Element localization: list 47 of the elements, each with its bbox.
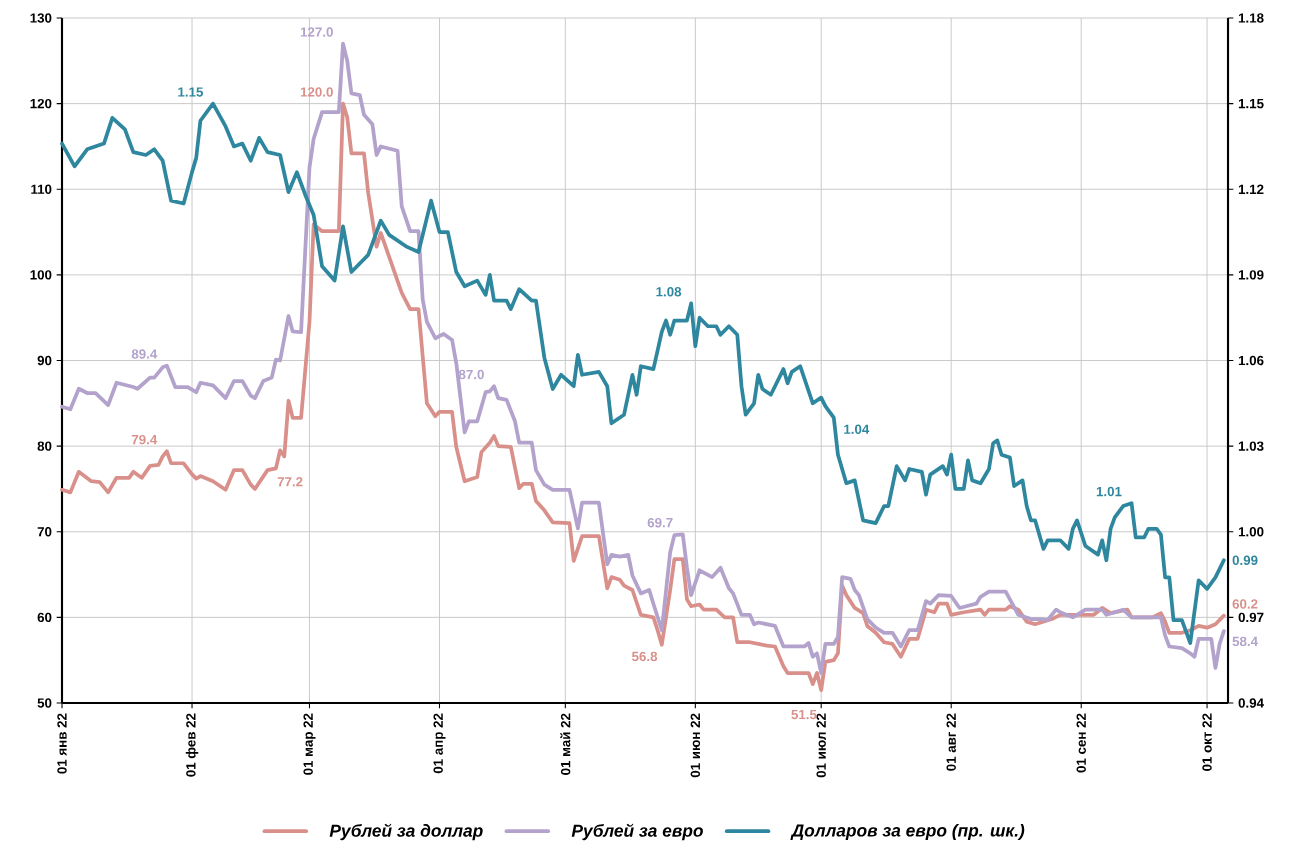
data-label: 1.08 (656, 287, 682, 297)
data-label: 87.0 (458, 369, 484, 380)
y2-tick-label: 1.12 (1238, 184, 1264, 194)
x-tick-label: 01 окт 22 (1202, 713, 1212, 771)
legend-label: Рублей за евро (571, 823, 703, 841)
data-label: 0.99 (1232, 555, 1258, 566)
x-tick-label: 01 апр 22 (433, 713, 446, 774)
y2-tick-label: 0.97 (1238, 612, 1264, 623)
y2-tick-label: 1.18 (1238, 13, 1264, 23)
y-tick-label: 80 (37, 441, 52, 451)
y2-tick-label: 1.06 (1238, 355, 1264, 366)
y-tick-label: 100 (30, 270, 52, 280)
legend-label: Долларов за евро (пр. шк.) (790, 823, 1025, 841)
y-tick-label: 130 (30, 13, 52, 23)
data-label: 69.7 (647, 517, 673, 528)
data-label: 51.5 (791, 709, 817, 720)
x-tick-label: 01 май 22 (560, 713, 571, 775)
x-tick-label: 01 сен 22 (1076, 713, 1086, 773)
y2-tick-label: 1.03 (1238, 441, 1264, 451)
data-label: 120.0 (300, 87, 333, 97)
y-tick-label: 60 (37, 612, 52, 623)
y2-tick-label: 1.15 (1238, 98, 1264, 109)
data-label: 127.0 (300, 27, 333, 37)
x-tick-label: 01 мар 22 (303, 713, 316, 775)
data-label: 89.4 (131, 349, 158, 359)
data-label: 60.2 (1232, 599, 1258, 609)
data-label: 1.15 (178, 87, 204, 97)
y2-tick-label: 1.09 (1238, 270, 1264, 280)
y-tick-label: 50 (37, 698, 52, 708)
data-label: 58.4 (1232, 636, 1258, 647)
data-label: 1.01 (1096, 486, 1122, 497)
data-label: 56.8 (631, 651, 658, 662)
y-tick-label: 120 (30, 98, 52, 109)
y2-tick-label: 0.94 (1238, 698, 1264, 708)
y-tick-label: 90 (37, 355, 52, 366)
y-tick-label: 110 (31, 184, 52, 194)
x-tick-label: 01 авг 22 (946, 713, 956, 771)
y2-tick-label: 1.00 (1238, 527, 1264, 537)
y-tick-label: 70 (37, 527, 52, 537)
x-tick-label: 01 янв 22 (57, 713, 67, 774)
data-label: 77.2 (277, 477, 303, 487)
data-label: 79.4 (131, 434, 158, 445)
x-tick-label: 01 фев 22 (185, 713, 199, 777)
x-tick-label: 01 июн 22 (690, 713, 701, 778)
x-tick-label: 01 июл 22 (816, 713, 826, 778)
data-label: 1.04 (844, 424, 870, 434)
legend-label: Рублей за доллар (329, 823, 483, 841)
